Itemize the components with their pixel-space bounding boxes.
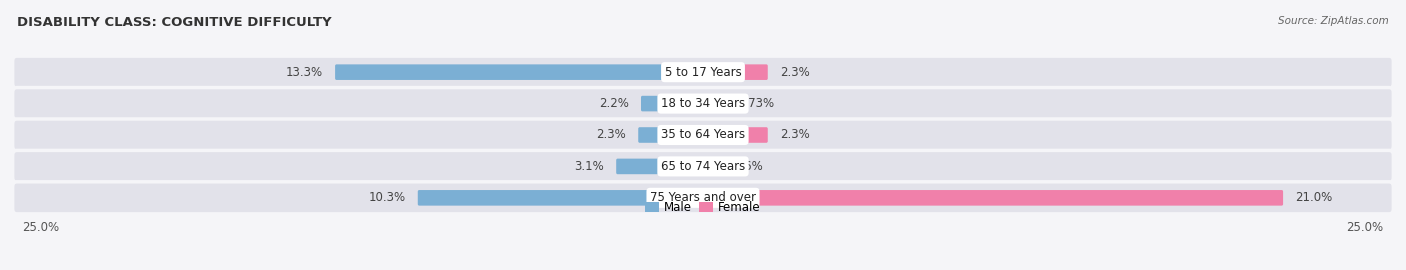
Legend: Male, Female: Male, Female (641, 197, 765, 219)
Text: 5 to 17 Years: 5 to 17 Years (665, 66, 741, 79)
FancyBboxPatch shape (702, 96, 724, 111)
FancyBboxPatch shape (616, 159, 704, 174)
Text: 35 to 64 Years: 35 to 64 Years (661, 129, 745, 141)
Text: 2.3%: 2.3% (596, 129, 626, 141)
Text: 18 to 34 Years: 18 to 34 Years (661, 97, 745, 110)
FancyBboxPatch shape (13, 119, 1393, 151)
Text: 2.3%: 2.3% (780, 66, 810, 79)
Text: 13.3%: 13.3% (285, 66, 323, 79)
Text: 10.3%: 10.3% (368, 191, 405, 204)
FancyBboxPatch shape (13, 150, 1393, 183)
FancyBboxPatch shape (13, 56, 1393, 88)
FancyBboxPatch shape (13, 87, 1393, 120)
FancyBboxPatch shape (702, 159, 721, 174)
FancyBboxPatch shape (702, 127, 768, 143)
Text: DISABILITY CLASS: COGNITIVE DIFFICULTY: DISABILITY CLASS: COGNITIVE DIFFICULTY (17, 16, 332, 29)
Text: 2.3%: 2.3% (780, 129, 810, 141)
Text: 25.0%: 25.0% (22, 221, 59, 234)
Text: Source: ZipAtlas.com: Source: ZipAtlas.com (1278, 16, 1389, 26)
Text: 75 Years and over: 75 Years and over (650, 191, 756, 204)
Text: 0.6%: 0.6% (734, 160, 763, 173)
Text: 3.1%: 3.1% (574, 160, 603, 173)
FancyBboxPatch shape (641, 96, 704, 111)
FancyBboxPatch shape (335, 64, 704, 80)
Text: 25.0%: 25.0% (1347, 221, 1384, 234)
FancyBboxPatch shape (702, 190, 1284, 206)
FancyBboxPatch shape (638, 127, 704, 143)
Text: 2.2%: 2.2% (599, 97, 628, 110)
Text: 21.0%: 21.0% (1295, 191, 1333, 204)
FancyBboxPatch shape (13, 182, 1393, 214)
Text: 0.73%: 0.73% (737, 97, 775, 110)
Text: 65 to 74 Years: 65 to 74 Years (661, 160, 745, 173)
FancyBboxPatch shape (702, 64, 768, 80)
FancyBboxPatch shape (418, 190, 704, 206)
